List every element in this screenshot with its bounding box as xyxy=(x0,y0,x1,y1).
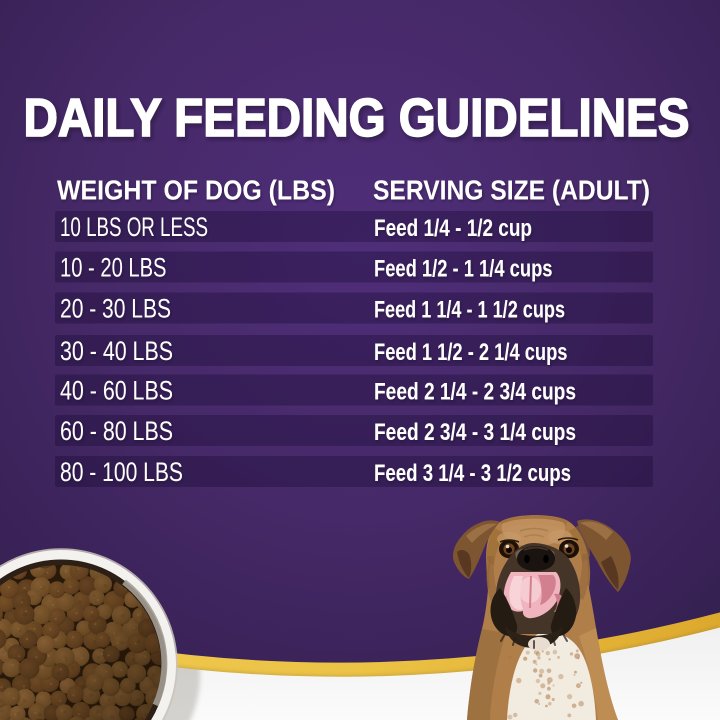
svg-text:Feed 2 3/4 - 3 1/4 cups: Feed 2 3/4 - 3 1/4 cups xyxy=(374,419,576,446)
svg-text:Feed 2 1/4 - 2 3/4 cups: Feed 2 1/4 - 2 3/4 cups xyxy=(374,379,576,406)
svg-text:60 - 80 LBS: 60 - 80 LBS xyxy=(60,416,173,446)
svg-text:10 LBS OR LESS: 10 LBS OR LESS xyxy=(60,212,208,242)
svg-text:WEIGHT OF DOG (LBS): WEIGHT OF DOG (LBS) xyxy=(57,175,335,206)
svg-text:40 - 60 LBS: 40 - 60 LBS xyxy=(60,376,173,406)
svg-text:Feed 1/4 - 1/2 cup: Feed 1/4 - 1/2 cup xyxy=(374,215,532,242)
svg-text:80 - 100 LBS: 80 - 100 LBS xyxy=(60,457,183,487)
svg-text:Feed 1 1/2 - 2 1/4 cups: Feed 1 1/2 - 2 1/4 cups xyxy=(374,339,568,366)
svg-text:20 - 30 LBS: 20 - 30 LBS xyxy=(60,294,171,324)
svg-text:SERVING SIZE (ADULT): SERVING SIZE (ADULT) xyxy=(373,175,650,206)
svg-text:DAILY FEEDING GUIDELINES: DAILY FEEDING GUIDELINES xyxy=(24,89,690,148)
svg-text:Feed 1 1/4 - 1 1/2 cups: Feed 1 1/4 - 1 1/2 cups xyxy=(374,297,565,324)
svg-text:30 - 40 LBS: 30 - 40 LBS xyxy=(60,336,173,366)
svg-text:10 - 20 LBS: 10 - 20 LBS xyxy=(60,253,167,283)
svg-text:Feed 3 1/4 - 3 1/2 cups: Feed 3 1/4 - 3 1/2 cups xyxy=(374,460,571,487)
svg-text:Feed 1/2 - 1 1/4 cups: Feed 1/2 - 1 1/4 cups xyxy=(374,256,553,283)
